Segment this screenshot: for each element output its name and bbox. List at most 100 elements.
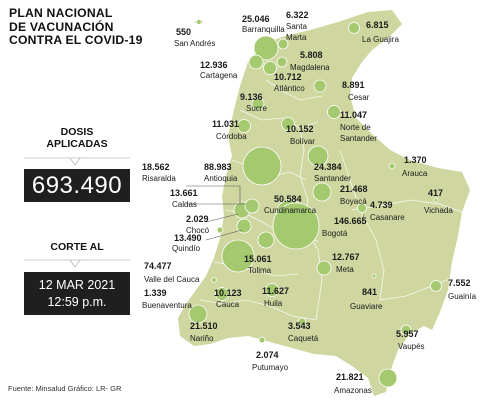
label-arauca-value: 1.370 bbox=[404, 155, 427, 165]
bubble-boyaca bbox=[312, 182, 332, 202]
source-credit: Fuente: Minsalud Gráfico: LR- GR bbox=[8, 384, 122, 393]
label-tolima-value: 15.061 bbox=[244, 254, 272, 264]
label-narino-name: Nariño bbox=[190, 334, 214, 343]
label-bolivar-name: Bolívar bbox=[290, 137, 315, 146]
label-bogota-value: 146.665 bbox=[334, 216, 367, 226]
bubble-cordoba bbox=[237, 119, 251, 133]
label-antioquia-name: Antioquia bbox=[204, 174, 238, 183]
bubble-magdalena bbox=[276, 56, 288, 68]
label-cartagena-value: 12.936 bbox=[200, 60, 228, 70]
page-title: PLAN NACIONAL DE VACUNACIÓN CONTRA EL CO… bbox=[9, 6, 179, 48]
bubble-amazonas bbox=[378, 368, 398, 388]
label-valle-del-cauca-value: 74.477 bbox=[144, 261, 172, 271]
label-barranquilla-value: 25.046 bbox=[242, 14, 270, 24]
label-boyaca-name: Boyacá bbox=[340, 197, 367, 206]
label-magdalena-value: 5.808 bbox=[300, 50, 323, 60]
doses-value: 693.490 bbox=[24, 169, 130, 202]
label-cordoba-name: Córdoba bbox=[216, 132, 247, 141]
bubble-bolivar bbox=[281, 117, 295, 131]
bubble-la-guajira bbox=[348, 22, 360, 34]
bubble-antioquia bbox=[242, 146, 282, 186]
label-cundinamarca-name: Cundinamarca bbox=[264, 206, 317, 215]
label-sucre-name: Sucre bbox=[246, 104, 267, 113]
label-caldas-value: 13.661 bbox=[170, 188, 198, 198]
bubble-valle-del-cauca bbox=[221, 239, 255, 273]
label-bolivar-value: 10.152 bbox=[286, 124, 314, 134]
label-santa-marta-name-2: Marta bbox=[286, 33, 307, 42]
label-cesar-name: Cesar bbox=[348, 93, 370, 102]
label-santa-marta-name-1: Santa bbox=[286, 22, 307, 31]
label-barranquilla-name: Barranquilla bbox=[242, 25, 285, 34]
label-bogota-name: Bogotá bbox=[322, 229, 348, 238]
label-la-guajira-value: 6.815 bbox=[366, 20, 389, 30]
label-amazonas-value: 21.821 bbox=[336, 372, 364, 382]
label-cauca-value: 10.123 bbox=[214, 288, 242, 298]
label-antioquia-value: 88.983 bbox=[204, 162, 232, 172]
label-norte-de-santander-value: 11.047 bbox=[340, 110, 367, 120]
label-buenaventura-name: Buenaventura bbox=[142, 301, 192, 310]
label-tolima-name: Tolima bbox=[248, 266, 272, 275]
label-quindio-value: 13.490 bbox=[174, 233, 202, 243]
bubble-santa-marta bbox=[277, 38, 289, 50]
bubble-cesar bbox=[313, 79, 327, 93]
doses-label-line-1: DOSIS bbox=[60, 126, 94, 138]
cutoff-panel: 12 MAR 2021 12:59 p.m. bbox=[24, 272, 130, 315]
bubble-buenaventura bbox=[211, 277, 217, 283]
label-santander-name: Santander bbox=[314, 174, 351, 183]
label-santa-marta-value: 6.322 bbox=[286, 10, 309, 20]
bubble-san-andres bbox=[196, 19, 202, 25]
label-buenaventura-value: 1.339 bbox=[144, 288, 167, 298]
label-caqueta-name: Caquetá bbox=[288, 334, 319, 343]
label-huila-value: 11.627 bbox=[262, 286, 289, 296]
title-line-2: DE VACUNACIÓN bbox=[9, 19, 114, 34]
label-caldas-name: Caldas bbox=[172, 200, 197, 209]
label-cauca-name: Cauca bbox=[216, 300, 240, 309]
label-la-guajira-name: La Guajira bbox=[362, 35, 399, 44]
bubble-sucre bbox=[251, 97, 265, 111]
cutoff-time: 12:59 p.m. bbox=[47, 295, 107, 309]
bubble-huila bbox=[265, 283, 279, 297]
title-line-1: PLAN NACIONAL bbox=[9, 6, 113, 20]
label-vaupes-name: Vaupés bbox=[398, 342, 425, 351]
label-norte-de-santander-name-1: Norte de bbox=[340, 123, 371, 132]
label-caqueta-value: 3.543 bbox=[288, 321, 311, 331]
cutoff-pointer bbox=[69, 259, 81, 268]
label-guaviare-name: Guaviare bbox=[350, 302, 383, 311]
label-quindio-name: Quindío bbox=[172, 244, 201, 253]
bubble-bogota bbox=[272, 202, 320, 250]
bubble-putumayo bbox=[258, 336, 266, 344]
label-norte-de-santander-name-2: Santander bbox=[340, 134, 377, 143]
label-choco-value: 2.029 bbox=[186, 214, 209, 224]
label-cesar-value: 8.891 bbox=[342, 80, 365, 90]
bubble-arauca bbox=[388, 162, 396, 170]
title-line-3: CONTRA EL COVID-19 bbox=[9, 33, 143, 47]
label-vichada-name: Vichada bbox=[424, 206, 453, 215]
bubble-choco bbox=[216, 226, 224, 234]
label-san-andres-name: San Andrés bbox=[174, 39, 215, 48]
bubble-tolima bbox=[257, 231, 275, 249]
label-valle-del-cauca-name: Valle del Cauca bbox=[144, 275, 200, 284]
bubble-casanare bbox=[357, 203, 367, 213]
bubble-atlantico bbox=[263, 61, 277, 75]
doses-pointer bbox=[69, 157, 81, 166]
label-casanare-name: Casanare bbox=[370, 213, 405, 222]
label-arauca-name: Arauca bbox=[402, 169, 428, 178]
label-putumayo-name: Putumayo bbox=[252, 363, 289, 372]
label-atlantico-name: Atlántico bbox=[274, 84, 305, 93]
label-huila-name: Huila bbox=[264, 299, 283, 308]
colombia-land bbox=[178, 10, 470, 396]
bubble-barranquilla bbox=[253, 35, 279, 61]
label-putumayo-value: 2.074 bbox=[256, 350, 279, 360]
bubble-cauca bbox=[215, 287, 229, 301]
bubble-vaupes bbox=[400, 324, 412, 336]
cutoff-label: CORTE AL bbox=[50, 241, 104, 253]
bubble-vichada bbox=[433, 197, 439, 203]
label-magdalena-name: Magdalena bbox=[290, 63, 330, 72]
label-narino-value: 21.510 bbox=[190, 321, 218, 331]
label-cordoba-value: 11.031 bbox=[212, 119, 239, 129]
bubble-santander bbox=[307, 145, 329, 167]
bubble-caqueta bbox=[297, 317, 307, 327]
label-vaupes-value: 5.957 bbox=[396, 329, 419, 339]
leader-lines bbox=[186, 185, 365, 241]
